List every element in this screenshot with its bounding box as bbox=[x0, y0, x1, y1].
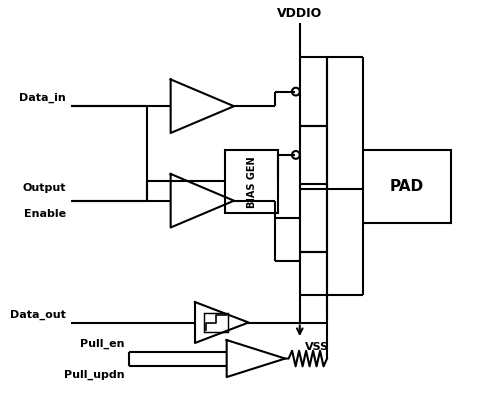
Bar bbox=[363, 150, 451, 223]
Text: Pull_en: Pull_en bbox=[80, 338, 124, 349]
Text: VSS: VSS bbox=[305, 342, 329, 352]
Bar bbox=[204, 313, 228, 332]
Text: Data_out: Data_out bbox=[10, 309, 66, 320]
Text: PAD: PAD bbox=[390, 179, 424, 194]
Text: Pull_updn: Pull_updn bbox=[64, 369, 124, 379]
Text: Enable: Enable bbox=[24, 209, 66, 219]
Text: BIAS GEN: BIAS GEN bbox=[247, 156, 256, 207]
Bar bbox=[225, 150, 278, 213]
Text: Output: Output bbox=[23, 183, 66, 193]
Text: VDDIO: VDDIO bbox=[277, 8, 323, 20]
Text: Data_in: Data_in bbox=[19, 93, 66, 103]
